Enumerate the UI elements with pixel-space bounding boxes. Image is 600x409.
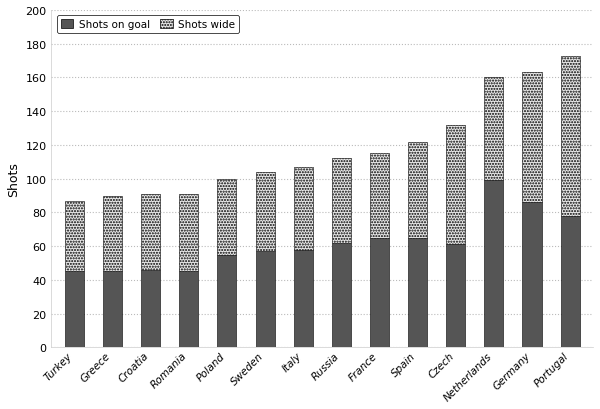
- Bar: [179, 194, 199, 272]
- Bar: [523, 203, 542, 348]
- Y-axis label: Shots: Shots: [7, 162, 20, 197]
- Bar: [65, 201, 84, 272]
- Bar: [103, 196, 122, 272]
- Bar: [256, 252, 275, 348]
- Bar: [332, 159, 351, 243]
- Bar: [217, 255, 236, 348]
- Bar: [408, 142, 427, 238]
- Bar: [484, 181, 503, 348]
- Bar: [484, 78, 503, 181]
- Bar: [103, 272, 122, 348]
- Bar: [256, 173, 275, 252]
- Bar: [523, 73, 542, 203]
- Bar: [141, 270, 160, 348]
- Bar: [293, 250, 313, 348]
- Bar: [560, 56, 580, 216]
- Bar: [179, 272, 199, 348]
- Bar: [217, 179, 236, 255]
- Bar: [332, 243, 351, 348]
- Bar: [446, 126, 465, 245]
- Bar: [408, 238, 427, 348]
- Legend: Shots on goal, Shots wide: Shots on goal, Shots wide: [56, 16, 239, 34]
- Bar: [560, 216, 580, 348]
- Bar: [370, 238, 389, 348]
- Bar: [293, 167, 313, 250]
- Bar: [446, 245, 465, 348]
- Bar: [141, 194, 160, 270]
- Bar: [65, 272, 84, 348]
- Bar: [370, 154, 389, 238]
